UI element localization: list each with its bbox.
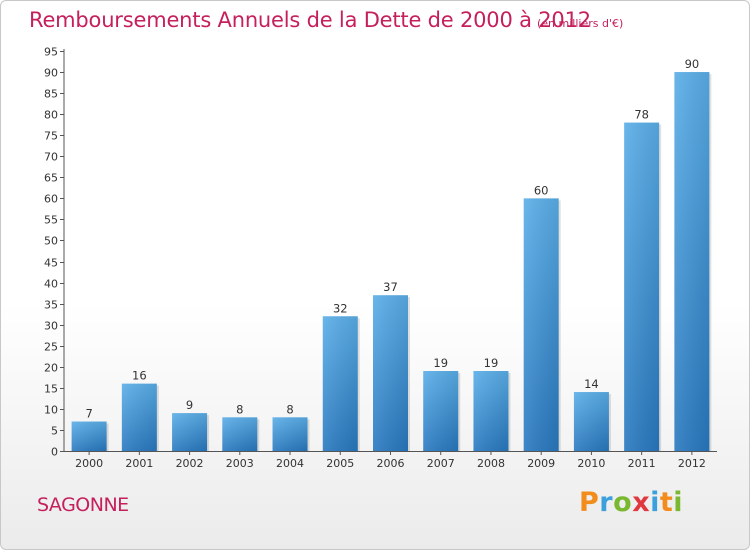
chart-title: Remboursements Annuels de la Dette de 20… [29,8,591,32]
y-tick-label: 75 [44,130,58,143]
data-label: 9 [186,398,193,412]
x-tick-label: 2001 [125,457,153,470]
y-tick-label: 10 [44,404,58,417]
bar-shade-2001 [121,383,157,451]
logo-letter: x [632,487,651,518]
y-tick-label: 20 [44,362,58,375]
y-tick-label: 55 [44,214,58,227]
bar-shade-2011 [624,122,660,451]
bar-shade-2003 [222,417,258,451]
axis-layer: 0 5 10 15 20 25 30 35 40 45 50 55 60 65 70 75 80 85 90 95 20… [44,46,717,470]
y-tick-label: 95 [44,46,58,59]
y-tick-label: 45 [44,257,58,270]
y-tick-label: 90 [44,67,58,80]
y-tick-label: 65 [44,172,58,185]
bar-shade-2010 [573,392,609,451]
x-tick-label: 2012 [678,457,706,470]
y-tick-label: 40 [44,278,58,291]
data-label: 14 [584,377,599,391]
x-tick-label: 2000 [75,457,103,470]
data-label: 60 [534,183,549,197]
bar-shade-2009 [523,198,559,451]
y-tick-label: 25 [44,341,58,354]
x-tick-label: 2011 [628,457,656,470]
y-tick-label: 30 [44,320,58,333]
y-tick-label: 80 [44,109,58,122]
x-tick-label: 2006 [377,457,405,470]
data-label: 19 [484,356,499,370]
logo-letter: i [673,487,684,518]
proxiti-logo: Proxiti [579,487,683,518]
data-label: 32 [333,301,348,315]
x-tick-label: 2009 [527,457,555,470]
y-tick-label: 60 [44,193,58,206]
y-tick-label: 85 [44,88,58,101]
x-tick-label: 2007 [427,457,455,470]
data-label: 16 [132,369,147,383]
bar-shade-2004 [272,417,308,451]
y-tick-label: 35 [44,299,58,312]
data-label: 19 [433,356,448,370]
chart-subtitle: (en milliers d'€) [537,17,624,30]
y-tick-label: 5 [51,425,58,438]
data-label: 8 [236,402,243,416]
y-tick-label: 15 [44,383,58,396]
bar-shade-2005 [322,316,358,451]
data-label: 7 [85,407,92,421]
bar-shade-2012 [674,72,710,451]
data-label: 8 [286,402,293,416]
x-tick-label: 2002 [176,457,204,470]
logo-letter: r [599,487,614,518]
y-tick-label: 50 [44,235,58,248]
logo-letter: i [650,487,660,518]
x-tick-label: 2003 [226,457,254,470]
bar-shade-2006 [373,295,408,451]
data-label: 78 [634,108,649,122]
data-label: 37 [383,280,398,294]
logo-letter: P [579,487,600,518]
bar-shade-2000 [71,421,107,451]
logo-letter: o [613,487,633,518]
x-tick-label: 2010 [577,457,605,470]
y-tick-label: 70 [44,151,58,164]
logo-letter: t [659,487,674,518]
x-tick-label: 2005 [326,457,354,470]
bar-layer: 7 16 9 8 8 32 37 19 19 60 14 78 90 [71,57,712,451]
y-tick-label: 0 [51,446,58,459]
x-tick-label: 2004 [276,457,304,470]
bar-shade-2002 [172,413,208,451]
bar-shade-2007 [423,371,459,451]
data-label: 90 [685,57,700,71]
x-tick-label: 2008 [477,457,505,470]
commune-name: SAGONNE [37,494,129,516]
bar-shade-2008 [473,371,509,451]
